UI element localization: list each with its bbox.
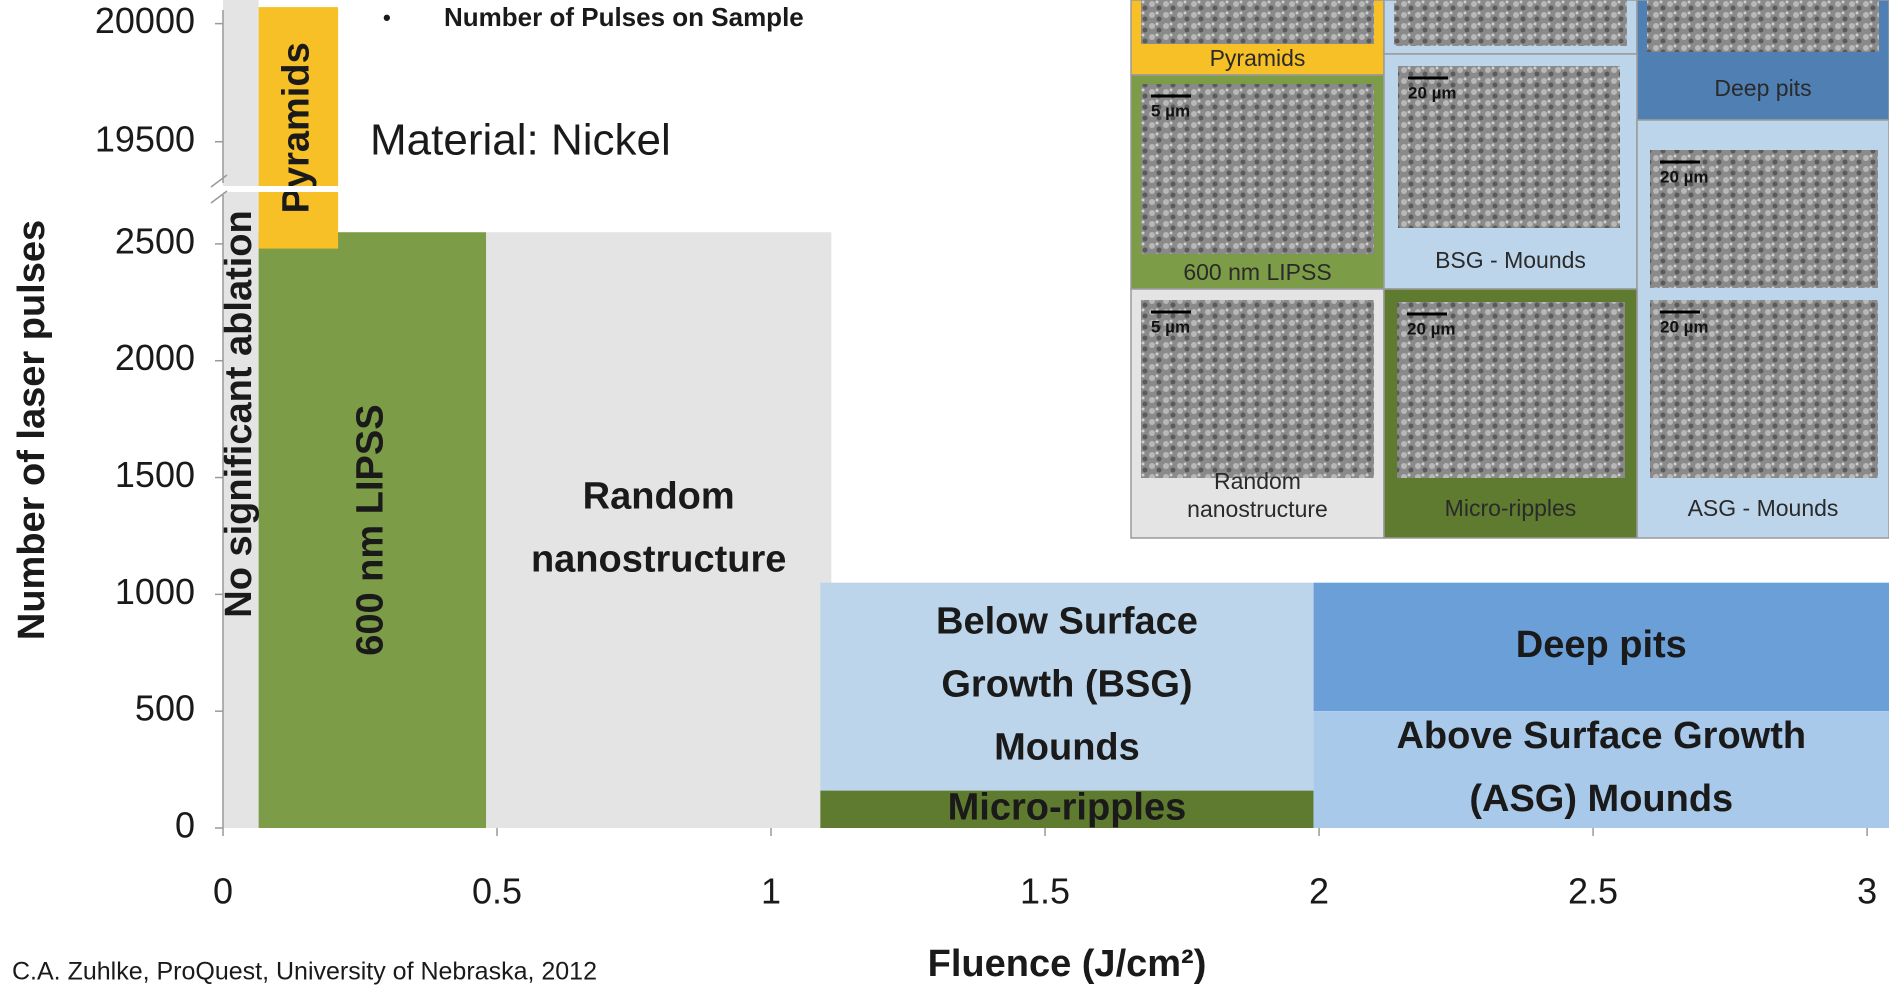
bullet: • — [383, 5, 391, 30]
x-tick-label: 0.5 — [472, 871, 522, 912]
x-axis-title: Fluence (J/cm²) — [928, 943, 1207, 985]
region-label: (ASG) Mounds — [1469, 778, 1733, 820]
scale-bar-label: 20 µm — [1660, 167, 1709, 186]
y-tick-label: 19500 — [95, 118, 195, 159]
sem-image — [1394, 0, 1627, 46]
x-tick-label: 3 — [1857, 871, 1877, 912]
x-tick-label: 2 — [1309, 871, 1329, 912]
note: Material: Nickel — [370, 116, 671, 165]
inset-label: Random — [1214, 468, 1301, 494]
header: Number of Pulses on Sample — [444, 2, 804, 32]
sem-image — [1647, 0, 1879, 52]
scale-bar-label: 20 µm — [1407, 319, 1456, 338]
inset: Pyramids Deep pits 5 µm 600 nm LIPSS 20 µm BS… — [1131, 0, 1889, 538]
chart: No significant ablationRandomnanostructu… — [0, 0, 1889, 991]
y-tick-label: 500 — [135, 688, 195, 729]
region-label: Deep pits — [1516, 624, 1687, 666]
x-tick-label: 1 — [761, 871, 781, 912]
x-tick-label: 2.5 — [1568, 871, 1618, 912]
inset-label: Pyramids — [1210, 45, 1306, 71]
scale-bar-label: 5 µm — [1151, 317, 1190, 336]
region-label: No significant ablation — [218, 210, 260, 617]
y-tick-label: 0 — [175, 805, 195, 846]
y-tick-label: 1500 — [115, 454, 195, 495]
region-label: Mounds — [994, 727, 1140, 769]
scale-bar-label: 20 µm — [1660, 317, 1709, 336]
x-tick-label: 1.5 — [1020, 871, 1070, 912]
y-axis-title: Number of laser pulses — [11, 220, 53, 640]
y-tick-label: 2500 — [115, 220, 195, 261]
y-tick-label: 20000 — [95, 0, 195, 41]
region-label: Growth (BSG) — [941, 664, 1192, 706]
y-tick-label: 2000 — [115, 337, 195, 378]
region-label: 600 nm LIPSS — [349, 404, 391, 655]
inset-label: Deep pits — [1714, 75, 1811, 101]
scale-bar-label: 20 µm — [1408, 83, 1457, 102]
region-label: Random — [583, 476, 735, 518]
inset-label: ASG - Mounds — [1688, 495, 1839, 521]
region-label: nanostructure — [531, 539, 786, 581]
inset-label: BSG - Mounds — [1435, 247, 1586, 273]
page: {"chart_data":{"type":"region", "bullet"… — [0, 0, 1889, 991]
sem-image — [1141, 0, 1374, 44]
inset-label: 600 nm LIPSS — [1183, 259, 1331, 285]
region-label: Above Surface Growth — [1396, 715, 1806, 757]
y-tick-label: 1000 — [115, 571, 195, 612]
region-label: Micro-ripples — [948, 786, 1187, 828]
scale-bar-label: 5 µm — [1151, 101, 1190, 120]
source: C.A. Zuhlke, ProQuest, University of Neb… — [12, 958, 597, 986]
inset-label: Micro-ripples — [1445, 495, 1577, 521]
inset-label: nanostructure — [1187, 496, 1328, 522]
x-tick-label: 0 — [213, 871, 233, 912]
region — [486, 232, 831, 828]
region-label: Below Surface — [936, 601, 1198, 643]
